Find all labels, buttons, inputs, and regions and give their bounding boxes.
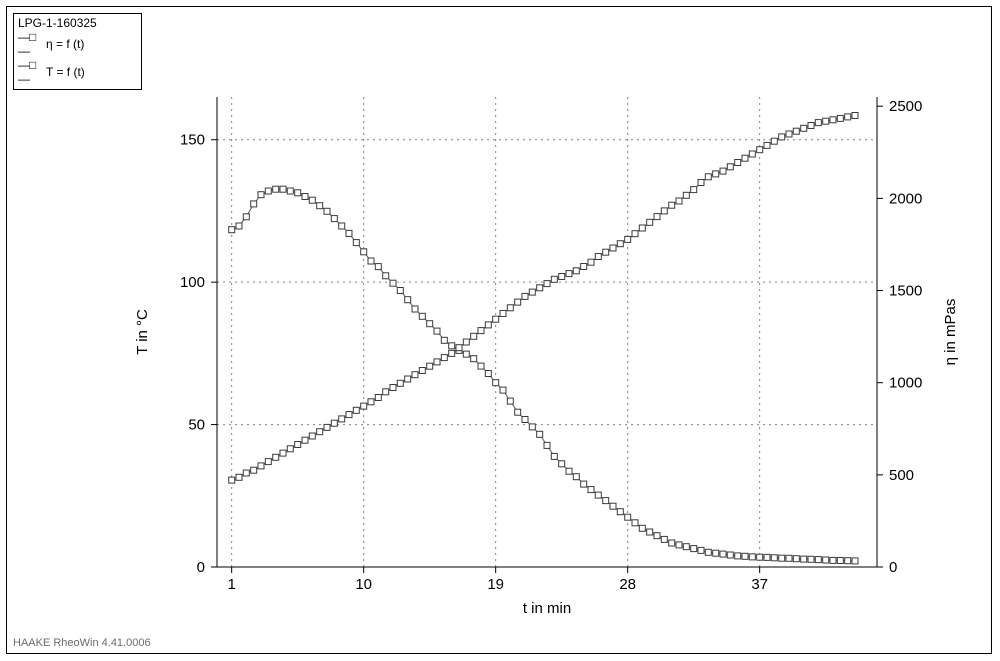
svg-text:500: 500: [889, 467, 914, 484]
svg-text:50: 50: [188, 417, 205, 434]
svg-text:37: 37: [751, 576, 768, 593]
svg-text:28: 28: [619, 576, 636, 593]
svg-text:η in mPas: η in mPas: [942, 299, 959, 366]
svg-text:t in min: t in min: [523, 600, 571, 617]
svg-text:100: 100: [180, 274, 205, 291]
svg-text:10: 10: [355, 576, 372, 593]
svg-text:2500: 2500: [889, 98, 922, 115]
svg-text:2000: 2000: [889, 190, 922, 207]
chart-frame: LPG-1-160325 —□— η = f (t) —□— T = f (t)…: [6, 6, 992, 654]
svg-text:0: 0: [197, 559, 205, 576]
svg-text:1000: 1000: [889, 375, 922, 392]
svg-text:1500: 1500: [889, 283, 922, 300]
footer-text: HAAKE RheoWin 4.41.0006: [13, 637, 151, 649]
chart-canvas: 05010015005001000150020002500110192837t …: [7, 7, 993, 655]
svg-text:19: 19: [487, 576, 504, 593]
svg-text:T in °C: T in °C: [134, 309, 151, 355]
svg-text:150: 150: [180, 132, 205, 149]
svg-text:0: 0: [889, 559, 897, 576]
svg-text:1: 1: [227, 576, 235, 593]
